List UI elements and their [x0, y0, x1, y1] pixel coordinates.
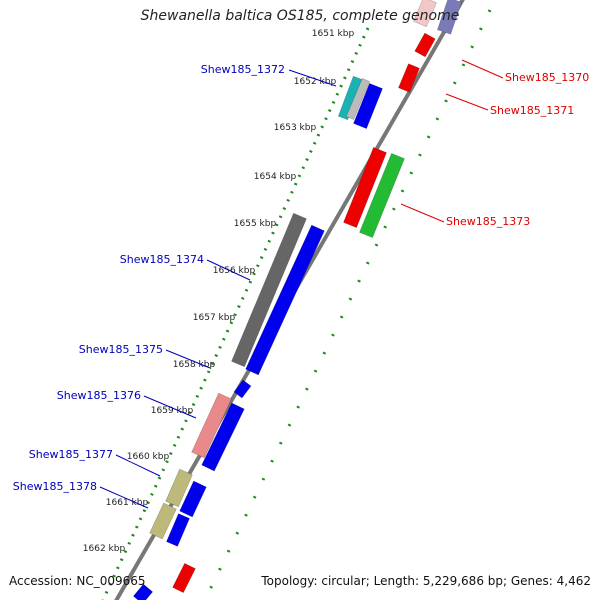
- gene-small-blue-1658: [233, 379, 252, 399]
- leader-line-Shew185_1373: [400, 203, 445, 223]
- ruler-label-1661: 1661 kbp: [106, 498, 149, 508]
- inner-ruler-line: [101, 27, 370, 600]
- leader-line-Shew185_1376: [143, 395, 197, 419]
- gene-Shew185_1378: [149, 502, 177, 540]
- leader-line-Shew185_1371: [445, 93, 489, 111]
- ruler-label-1654: 1654 kbp: [254, 172, 297, 182]
- gene-Shew185_1374: [231, 212, 307, 368]
- gene-blue-1655: [245, 224, 325, 376]
- ruler-label-1662: 1662 kbp: [83, 544, 126, 554]
- gene-blue-1659: [201, 402, 245, 472]
- gene-Shew185_1376: [191, 392, 232, 459]
- genome-summary: Topology: circular; Length: 5,229,686 bp…: [261, 574, 591, 588]
- gene-label-Shew185_1374: Shew185_1374: [120, 253, 204, 266]
- gene-Shew185_1373: [359, 152, 405, 239]
- gene-label-Shew185_1376: Shew185_1376: [57, 389, 141, 402]
- gene-Shew185_1372a: [337, 75, 364, 121]
- position-ruler-dots: [101, 9, 492, 600]
- leader-line-Shew185_1374: [206, 259, 251, 281]
- map-title: Shewanella baltica OS185, complete genom…: [140, 8, 460, 24]
- leader-line-Shew185_1370: [461, 59, 504, 79]
- ruler-label-1656: 1656 kbp: [213, 266, 256, 276]
- ruler-label-1660: 1660 kbp: [127, 452, 170, 462]
- gene-label-Shew185_1372: Shew185_1372: [201, 63, 285, 76]
- gene-label-layer: 1651 kbp 1652 kbp 1653 kbp 1654 kbp 1655 kbp…: [13, 29, 589, 554]
- ruler-label-1658: 1658 kbp: [173, 360, 216, 370]
- ruler-label-1657: 1657 kbp: [193, 313, 236, 323]
- accession-number: NC_009665: [76, 574, 146, 588]
- ruler-label-1659: 1659 kbp: [151, 406, 194, 416]
- gene-blue-bottom: [132, 583, 154, 600]
- gene-label-Shew185_1371: Shew185_1371: [490, 104, 574, 117]
- gene-Shew185_1371: [398, 63, 420, 93]
- ruler-label-1651: 1651 kbp: [312, 29, 355, 39]
- gene-red-1654: [343, 147, 387, 228]
- gene-label-Shew185_1373: Shew185_1373: [446, 215, 530, 228]
- gene-Shew185_1377: [165, 468, 193, 508]
- gene-label-Shew185_1375: Shew185_1375: [79, 343, 163, 356]
- leader-line-Shew185_1378: [99, 486, 149, 509]
- gene-Shew185_1372b: [345, 78, 371, 120]
- leader-line-Shew185_1375: [165, 349, 211, 369]
- gene-Shew185_1370: [414, 32, 436, 58]
- gene-red-bottom: [172, 562, 196, 594]
- accession-label: Accession:: [9, 574, 73, 588]
- gene-label-Shew185_1377: Shew185_1377: [29, 448, 113, 461]
- leader-line-Shew185_1372: [288, 69, 337, 87]
- gene-blue-near-1652: [353, 83, 383, 129]
- gene-label-Shew185_1378: Shew185_1378: [13, 480, 97, 493]
- ruler-label-1653: 1653 kbp: [274, 123, 317, 133]
- gene-blue-1660: [179, 480, 207, 518]
- feature-layer: [132, 0, 463, 600]
- gene-partial-top: [436, 0, 463, 35]
- gene-partial-top-pink: [413, 0, 437, 28]
- ruler-label-1652: 1652 kbp: [294, 77, 337, 87]
- leader-line-Shew185_1377: [115, 454, 161, 477]
- accession-info: Accession: NC_009665: [9, 574, 146, 588]
- gene-label-Shew185_1370: Shew185_1370: [505, 71, 589, 84]
- gene-blue-1661: [166, 513, 190, 547]
- ruler-label-1655: 1655 kbp: [234, 219, 277, 229]
